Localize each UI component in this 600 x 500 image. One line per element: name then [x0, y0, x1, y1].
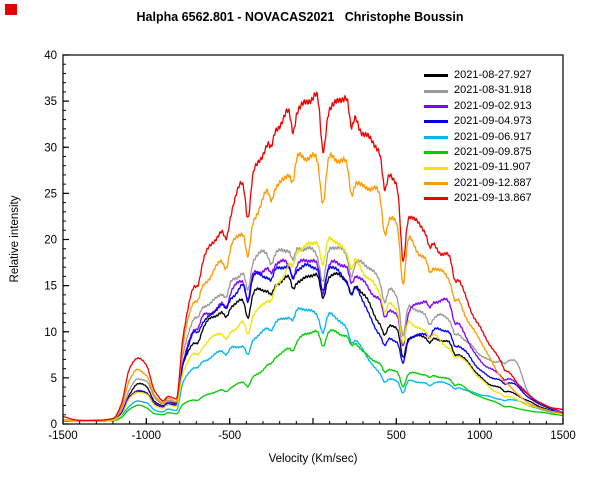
x-tick-label: 1500 [550, 430, 576, 442]
x-tick-label: -1000 [132, 430, 161, 442]
legend-label: 2021-09-12.887 [454, 176, 532, 189]
legend-item: 2021-09-11.907 [424, 160, 532, 175]
legend-line-swatch [424, 197, 448, 201]
spectrum-curve-2021-09-04.973 [63, 262, 563, 422]
legend-label: 2021-09-09.875 [454, 145, 532, 158]
legend-label: 2021-09-02.913 [454, 99, 532, 112]
legend-label: 2021-08-31.918 [454, 84, 532, 97]
legend-item: 2021-09-09.875 [424, 145, 532, 160]
legend: 2021-08-27.927 2021-08-31.918 2021-09-02.9… [424, 68, 532, 207]
spectrum-curve-2021-09-12.887 [63, 151, 563, 422]
legend-line-swatch [424, 135, 448, 139]
y-tick-label: 20 [44, 235, 57, 247]
y-tick-label: 15 [44, 281, 57, 293]
y-tick-label: 40 [44, 50, 57, 62]
legend-line-swatch [424, 74, 448, 78]
legend-item: 2021-09-06.917 [424, 130, 532, 145]
spectrum-curve-2021-09-02.913 [63, 258, 563, 422]
legend-item: 2021-09-13.867 [424, 191, 532, 206]
spectrum-curve-2021-09-11.907 [63, 235, 563, 422]
x-tick-label: 1000 [467, 430, 493, 442]
legend-line-swatch [424, 89, 448, 93]
y-tick-label: 10 [44, 327, 57, 339]
chart-title: Halpha 6562.801 - NOVACAS2021 Christophe… [136, 10, 464, 24]
legend-item: 2021-09-12.887 [424, 176, 532, 191]
x-axis-title: Velocity (Km/sec) [268, 453, 358, 465]
legend-line-swatch [424, 166, 448, 170]
spectrum-curve-2021-08-31.918 [63, 245, 563, 422]
x-tick-label: 500 [387, 430, 406, 442]
red-corner-marker-icon [5, 4, 17, 15]
legend-label: 2021-09-11.907 [454, 161, 531, 174]
legend-line-swatch [424, 104, 448, 108]
spectrum-curve-2021-09-06.917 [63, 307, 563, 422]
y-axis-title: Relative intensity [9, 195, 21, 283]
legend-label: 2021-09-06.917 [454, 130, 532, 143]
legend-line-swatch [424, 151, 448, 155]
spectrum-curve-2021-09-09.875 [63, 329, 563, 422]
legend-item: 2021-09-04.973 [424, 114, 532, 129]
legend-label: 2021-08-27.927 [454, 69, 532, 81]
y-tick-label: 5 [51, 373, 57, 385]
legend-item: 2021-09-02.913 [424, 99, 532, 114]
spectrum-curve-2021-08-27.927 [63, 271, 563, 422]
y-tick-label: 35 [44, 96, 57, 108]
x-tick-label: -1500 [48, 430, 77, 442]
legend-line-swatch [424, 120, 448, 124]
legend-label: 2021-09-13.867 [454, 192, 532, 205]
legend-item: 2021-08-27.927 [424, 68, 532, 83]
y-tick-label: 0 [51, 419, 57, 431]
x-tick-label: -500 [218, 430, 241, 442]
y-tick-label: 25 [44, 188, 57, 200]
spectrum-curve-2021-09-13.867 [63, 91, 563, 422]
y-tick-label: 30 [44, 142, 57, 154]
legend-label: 2021-09-04.973 [454, 115, 532, 128]
legend-item: 2021-08-31.918 [424, 83, 532, 98]
legend-line-swatch [424, 181, 448, 185]
